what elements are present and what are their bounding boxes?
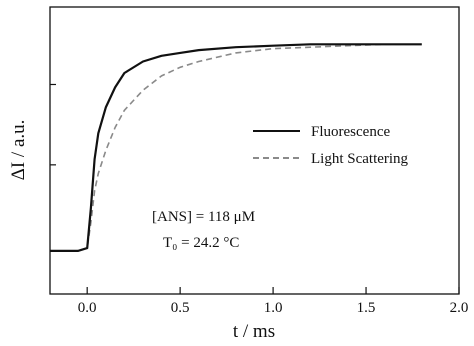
- annotation-ans: [ANS] = 118 μM: [152, 209, 255, 225]
- x-tick-label: 2.0: [450, 300, 469, 316]
- x-tick-label: 1.0: [264, 300, 283, 316]
- x-tick-label: 0.0: [78, 300, 97, 316]
- x-axis-label: t / ms: [233, 321, 275, 342]
- ticks: 0.0 0.5 1.0 1.5 2.0: [50, 83, 469, 316]
- x-tick-label: 0.5: [171, 300, 190, 316]
- x-tick-label: 1.5: [357, 300, 376, 316]
- series-line: [50, 43, 422, 252]
- plot-frame: [49, 6, 460, 295]
- legend-label: Light Scattering: [311, 151, 409, 167]
- series-layer: [50, 43, 422, 252]
- labels: t / ms ΔI / a.u. [ANS] = 118 μM T₀ = 24.2 °…: [8, 120, 275, 342]
- legend-label: Fluorescence: [311, 124, 390, 140]
- legend: Fluorescence Light Scattering: [253, 124, 409, 167]
- y-axis-label: ΔI / a.u.: [8, 120, 29, 181]
- annotation-temperature: T₀ = 24.2 °C: [163, 235, 239, 251]
